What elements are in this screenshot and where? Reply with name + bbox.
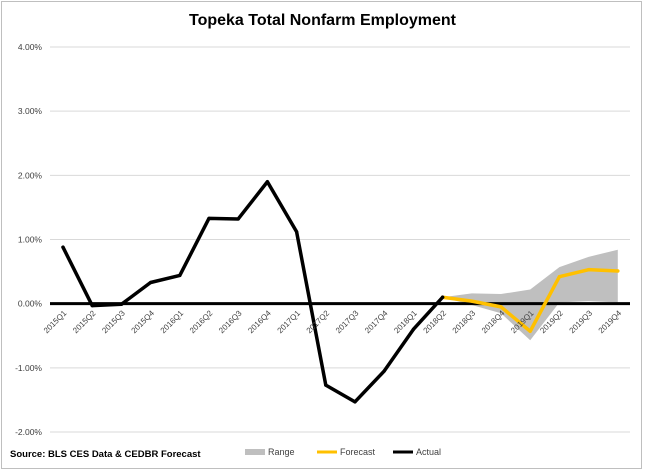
y-tick-label: 4.00% (18, 42, 43, 52)
actual-point (119, 302, 123, 306)
actual-point (265, 180, 269, 184)
actual-point (149, 280, 153, 285)
x-tick-label: 2018Q1 (392, 308, 419, 335)
x-tick-label: 2016Q2 (188, 308, 215, 335)
y-tick-label: 2.00% (18, 170, 43, 180)
actual-point (382, 369, 386, 373)
x-tick-label: 2019Q4 (597, 308, 624, 335)
actual-point (90, 303, 94, 308)
x-tick-label: 2017Q2 (305, 308, 332, 335)
source-note: Source: BLS CES Data & CEDBR Forecast (10, 449, 201, 460)
x-tick-label: 2017Q4 (363, 308, 390, 335)
x-tick-label: 2016Q4 (246, 308, 273, 335)
x-tick-label: 2015Q2 (71, 308, 98, 335)
y-tick-label: 0.00% (18, 299, 43, 309)
chart-title: Topeka Total Nonfarm Employment (189, 12, 456, 29)
y-tick-label: -2.00% (15, 427, 42, 437)
series-lines-layer (61, 180, 620, 404)
y-tick-label: 3.00% (18, 106, 43, 116)
x-tick-label: 2017Q3 (334, 308, 361, 335)
forecast-point (616, 269, 620, 273)
forecast-point (470, 299, 474, 303)
y-tick-label: -1.00% (15, 363, 42, 373)
range-band (442, 249, 618, 341)
actual-point (61, 245, 65, 249)
x-tick-label: 2015Q3 (100, 308, 127, 335)
y-tick-label: 1.00% (18, 235, 43, 245)
legend: Range Forecast Actual (245, 447, 441, 457)
x-tick-label: 2016Q1 (159, 308, 186, 335)
forecast-point (528, 329, 532, 333)
actual-point (324, 383, 328, 387)
actual-point (295, 230, 299, 234)
forecast-point (557, 275, 562, 279)
actual-point (441, 295, 445, 299)
actual-point (411, 327, 415, 331)
x-tick-label: 2018Q2 (422, 308, 449, 335)
legend-label-forecast: Forecast (340, 447, 376, 457)
x-tick-label: 2017Q1 (276, 308, 303, 335)
x-tick-label: 2015Q4 (130, 308, 157, 335)
actual-series-line (61, 180, 445, 404)
x-tick-label: 2019Q3 (568, 308, 595, 335)
legend-label-range: Range (268, 447, 295, 457)
x-tick-label: 2018Q3 (451, 308, 478, 335)
actual-point (236, 217, 240, 221)
range-band-layer (442, 249, 618, 341)
forecast-point (587, 268, 591, 272)
gridlines (50, 46, 630, 433)
forecast-point (499, 305, 503, 309)
x-tick-label: 2018Q4 (480, 308, 507, 335)
x-tick-label: 2016Q3 (217, 308, 244, 335)
x-tick-label: 2015Q1 (42, 308, 69, 335)
y-axis-ticks: 4.00% 3.00% 2.00% 1.00% 0.00% -1.00% -2.00% (15, 42, 42, 437)
actual-point (353, 400, 357, 404)
actual-point (178, 273, 182, 278)
legend-label-actual: Actual (416, 447, 441, 457)
actual-point (207, 216, 211, 220)
